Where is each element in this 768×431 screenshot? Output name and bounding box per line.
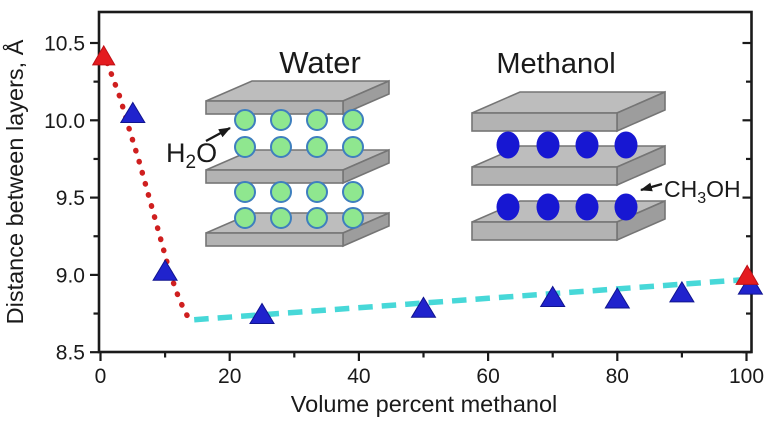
methanol-molecule-ellipse — [614, 193, 638, 221]
y-tick-label: 9.0 — [56, 264, 85, 287]
data-point-triangle-blue — [152, 259, 178, 281]
data-point-triangle-blue — [669, 280, 695, 303]
methanol-molecule-ellipse — [496, 131, 520, 159]
methanol-molecule-ellipse — [575, 193, 599, 221]
x-tick-label: 100 — [729, 365, 764, 388]
water-inset — [205, 79, 390, 248]
h2o-label: H2O — [166, 138, 217, 173]
cyan-dashed-trendline — [194, 276, 747, 323]
data-point-triangle-red — [735, 264, 760, 285]
methanol-molecule-ellipse — [614, 131, 638, 159]
data-point-triangle-blue — [119, 101, 146, 124]
x-tick-label: 60 — [476, 365, 499, 388]
methanol-inset-title: Methanol — [496, 48, 615, 80]
methanol-layer-slab1-front — [471, 112, 618, 132]
annotations: H2O CH3OH — [166, 126, 741, 207]
methanol-molecule-ellipse — [496, 193, 520, 221]
methanol-layer-slab2-front — [471, 166, 618, 186]
water-molecule-circle — [234, 181, 256, 203]
x-tick-label: 40 — [347, 365, 370, 388]
water-molecule-circle — [306, 207, 328, 229]
x-axis-title: Volume percent methanol — [291, 391, 558, 417]
y-tick-label: 10.0 — [44, 110, 85, 133]
plot-border — [97, 10, 753, 354]
water-molecule-circle — [234, 207, 256, 229]
water-molecule-circle — [342, 207, 364, 229]
y-tick-label: 9.5 — [56, 187, 85, 210]
methanol-molecule-ellipse — [536, 193, 560, 221]
water-layer-slab3-front — [205, 232, 344, 247]
water-molecule-circle — [306, 181, 328, 203]
water-molecule-circle — [234, 109, 256, 131]
y-tick-label: 10.5 — [44, 33, 85, 56]
methanol-inset — [471, 90, 666, 242]
water-molecule-circle — [306, 109, 328, 131]
red-dotted-trendline — [100, 49, 192, 321]
water-inset-title: Water — [279, 45, 361, 80]
data-point-triangle-red — [91, 44, 116, 66]
x-tick-label: 80 — [606, 365, 629, 388]
water-molecule-circle — [306, 136, 328, 158]
ch3oh-label: CH3OH — [664, 176, 741, 207]
water-molecule-circle — [342, 181, 364, 203]
y-axis-title: Distance between layers, Å — [1, 39, 28, 324]
water-molecule-circle — [342, 109, 364, 131]
methanol-molecule-ellipse — [536, 131, 560, 159]
x-tick-label: 20 — [218, 365, 241, 388]
water-molecule-circle — [270, 181, 292, 203]
h2o-arrow — [205, 126, 231, 143]
methanol-layer-slab3-front — [471, 221, 618, 241]
water-molecule-circle — [234, 136, 256, 158]
x-tick-label: 0 — [95, 365, 107, 388]
data-point-triangle-blue — [539, 285, 566, 307]
ch3oh-arrow — [640, 182, 663, 192]
data-point-triangle-blue — [604, 287, 631, 309]
methanol-molecule-ellipse — [575, 131, 599, 159]
inset-diagrams — [205, 79, 666, 248]
axes: 8.5 9.0 9.5 10.0 10.5 0 20 40 60 80 100 — [44, 10, 764, 388]
water-molecule-circle — [270, 136, 292, 158]
data-series — [91, 44, 764, 324]
water-molecule-circle — [270, 109, 292, 131]
data-point-triangle-blue — [249, 302, 275, 324]
water-molecule-circle — [270, 207, 292, 229]
y-tick-label: 8.5 — [56, 342, 85, 365]
water-layer-slab2-front — [205, 169, 344, 184]
water-molecule-circle — [342, 136, 364, 158]
data-point-triangle-blue — [410, 296, 437, 318]
